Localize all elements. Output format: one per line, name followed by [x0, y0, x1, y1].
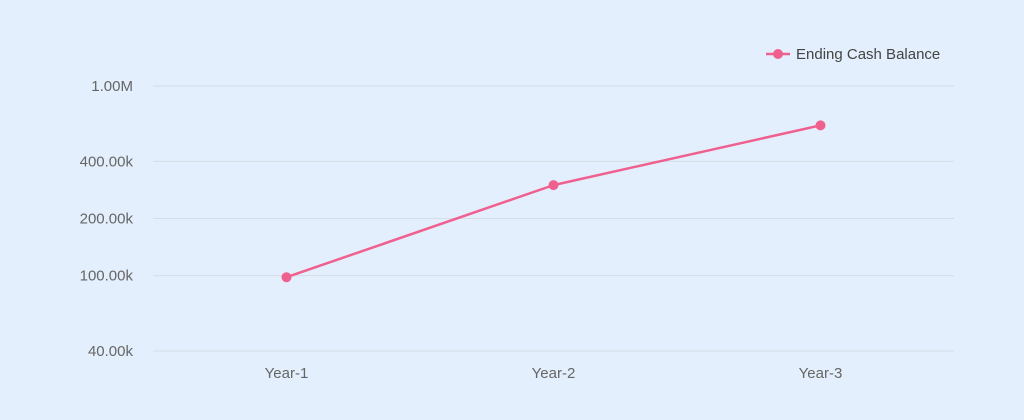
y-tick-label: 40.00k: [88, 343, 134, 360]
x-tick-label: Year-2: [532, 365, 576, 382]
legend: Ending Cash Balance: [766, 46, 940, 63]
legend-label: Ending Cash Balance: [796, 46, 940, 63]
x-axis: Year-1 Year-2 Year-3: [265, 365, 843, 382]
y-tick-label: 200.00k: [80, 211, 134, 228]
x-tick-label: Year-3: [799, 365, 843, 382]
data-point[interactable]: [548, 180, 559, 191]
data-point[interactable]: [281, 272, 292, 283]
series: [281, 120, 826, 283]
grid: [153, 85, 954, 352]
data-point[interactable]: [815, 120, 826, 131]
y-tick-label: 1.00M: [91, 78, 133, 95]
x-tick-label: Year-1: [265, 365, 309, 382]
y-tick-label: 100.00k: [80, 268, 134, 285]
y-tick-label: 400.00k: [80, 153, 134, 170]
y-axis: 40.00k 100.00k 200.00k 400.00k 1.00M: [80, 78, 134, 360]
legend-dot-marker: [773, 49, 783, 59]
series-line: [285, 124, 822, 279]
